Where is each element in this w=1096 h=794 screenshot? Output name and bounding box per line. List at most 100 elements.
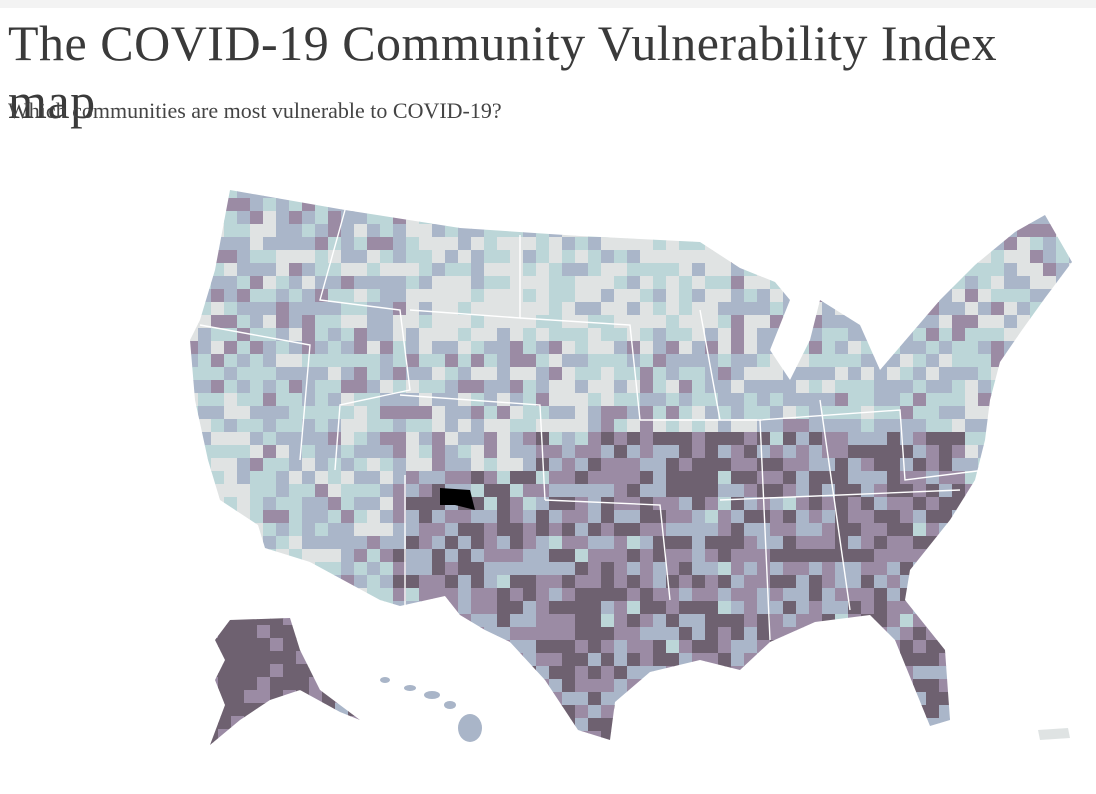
county [770, 653, 784, 667]
county [549, 198, 563, 212]
county [289, 406, 303, 420]
county [484, 406, 498, 420]
county [679, 419, 693, 433]
county [250, 731, 264, 740]
county [770, 190, 784, 199]
county [965, 458, 979, 472]
county [770, 419, 784, 433]
county [458, 458, 472, 472]
county [887, 237, 901, 251]
county [393, 549, 407, 563]
county [1056, 198, 1070, 212]
county [978, 354, 992, 368]
county [380, 211, 394, 225]
county [471, 190, 485, 199]
county [458, 432, 472, 446]
county [250, 224, 264, 238]
county [257, 677, 271, 691]
county [562, 328, 576, 342]
county [419, 406, 433, 420]
county [210, 651, 219, 665]
county [952, 190, 966, 199]
county [887, 380, 901, 394]
county [640, 484, 654, 498]
county [354, 406, 368, 420]
county [367, 315, 381, 329]
county [322, 716, 336, 730]
county [991, 328, 1005, 342]
county [913, 276, 927, 290]
county [666, 419, 680, 433]
county [549, 549, 563, 563]
county [679, 445, 693, 459]
county [1030, 666, 1044, 680]
county [419, 679, 433, 693]
county [1030, 328, 1044, 342]
county [263, 419, 277, 433]
island [424, 691, 440, 699]
county [354, 354, 368, 368]
county [536, 263, 550, 277]
county [601, 224, 615, 238]
county [361, 677, 375, 691]
county [770, 367, 784, 381]
county [614, 380, 628, 394]
county [679, 393, 693, 407]
county [679, 432, 693, 446]
county [965, 510, 979, 524]
county [1056, 549, 1070, 563]
county [224, 523, 238, 537]
county [367, 640, 381, 654]
county [190, 406, 199, 420]
county [380, 497, 394, 511]
county [783, 250, 797, 264]
county [432, 653, 446, 667]
county [861, 640, 875, 654]
county [887, 718, 901, 732]
county [393, 393, 407, 407]
county [926, 718, 940, 732]
county [666, 393, 680, 407]
county [692, 666, 706, 680]
county [822, 302, 836, 316]
county [913, 237, 927, 251]
county [354, 497, 368, 511]
county [380, 549, 394, 563]
county [562, 198, 576, 212]
county [231, 664, 245, 678]
county [965, 718, 979, 732]
county [770, 289, 784, 303]
county [523, 445, 537, 459]
county [484, 523, 498, 537]
county [224, 471, 238, 485]
county [250, 393, 264, 407]
county [575, 484, 589, 498]
county [367, 653, 381, 667]
county [263, 289, 277, 303]
county [952, 536, 966, 550]
county [822, 666, 836, 680]
county [744, 588, 758, 602]
county [679, 731, 693, 740]
county [1043, 380, 1057, 394]
county [848, 497, 862, 511]
county [283, 703, 297, 717]
county [341, 536, 355, 550]
county [913, 705, 927, 719]
county [296, 729, 310, 743]
county [1017, 640, 1031, 654]
county [190, 328, 199, 342]
county [341, 354, 355, 368]
county [190, 380, 199, 394]
county [705, 276, 719, 290]
county [289, 588, 303, 602]
county [1030, 354, 1044, 368]
county [341, 523, 355, 537]
county [783, 380, 797, 394]
county [270, 729, 284, 743]
county [419, 328, 433, 342]
county [952, 549, 966, 563]
county [926, 198, 940, 212]
county [523, 562, 537, 576]
county [718, 237, 732, 251]
